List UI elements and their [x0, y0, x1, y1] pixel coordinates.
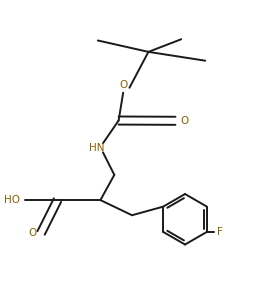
Text: HN: HN — [89, 143, 104, 153]
Text: O: O — [180, 116, 188, 126]
Text: O: O — [119, 80, 127, 90]
Text: O: O — [28, 228, 36, 238]
Text: F: F — [216, 227, 223, 237]
Text: HO: HO — [4, 195, 20, 205]
